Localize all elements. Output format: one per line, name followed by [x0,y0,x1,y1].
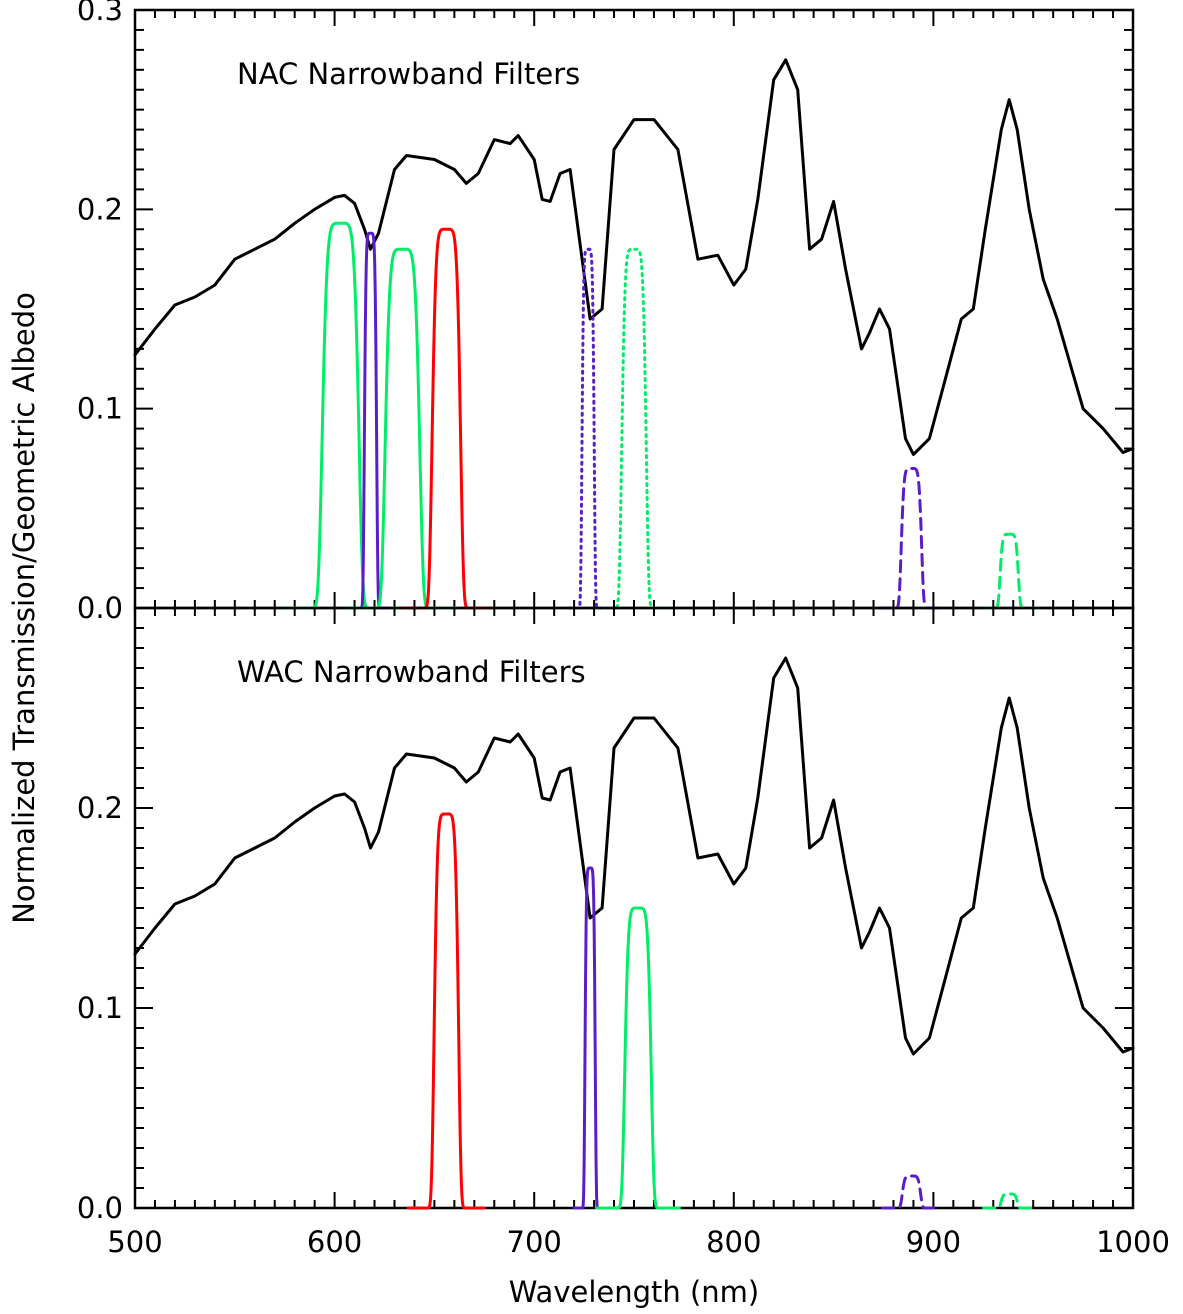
filter-curve-blue-889 [878,467,945,610]
filter-curve-green-752 [595,906,681,1210]
x-tick-label: 800 [706,1225,761,1259]
filter-curve-blue-889 [881,1174,942,1210]
x-tick-label: 900 [906,1225,961,1259]
albedo-curve [133,58,1135,456]
filter-curve-green-938 [982,1192,1037,1210]
filter-curve-red-656 [406,812,486,1210]
filter-curve-green-938 [979,532,1040,610]
y-tick-label: 0.1 [77,991,123,1025]
albedo-curve [133,656,1135,1056]
x-tick-label: 500 [107,1225,162,1259]
y-tick-label: 0.2 [77,192,123,226]
panel-2: 0.0 0.1 0.2 WAC Narrowband Filters [77,606,1135,1225]
filter-curve-green-750 [594,247,674,610]
filter-curve-green-603 [281,221,400,610]
y-tick-label: 0.1 [77,392,123,426]
panel-1: 0.0 0.1 0.2 0.3 NAC Narrowband Filters [77,0,1135,625]
x-tick-label: 600 [307,1225,362,1259]
x-axis-label: Wavelength (nm) [509,1275,760,1309]
plot-frame [133,8,1135,610]
y-tick-label: 0.2 [77,791,123,825]
panel-title: WAC Narrowband Filters [237,655,586,689]
y-tick-label: 0.0 [77,1191,123,1225]
x-tick-label: 700 [507,1225,562,1259]
y-tick-label: 0.0 [77,591,123,625]
x-tick-label: 1000 [1096,1225,1170,1259]
panel-title: NAC Narrowband Filters [237,57,580,91]
y-axis-label: Normalized Transmission/Geometric Albedo [7,292,41,924]
y-tick-label: 0.3 [77,0,123,27]
